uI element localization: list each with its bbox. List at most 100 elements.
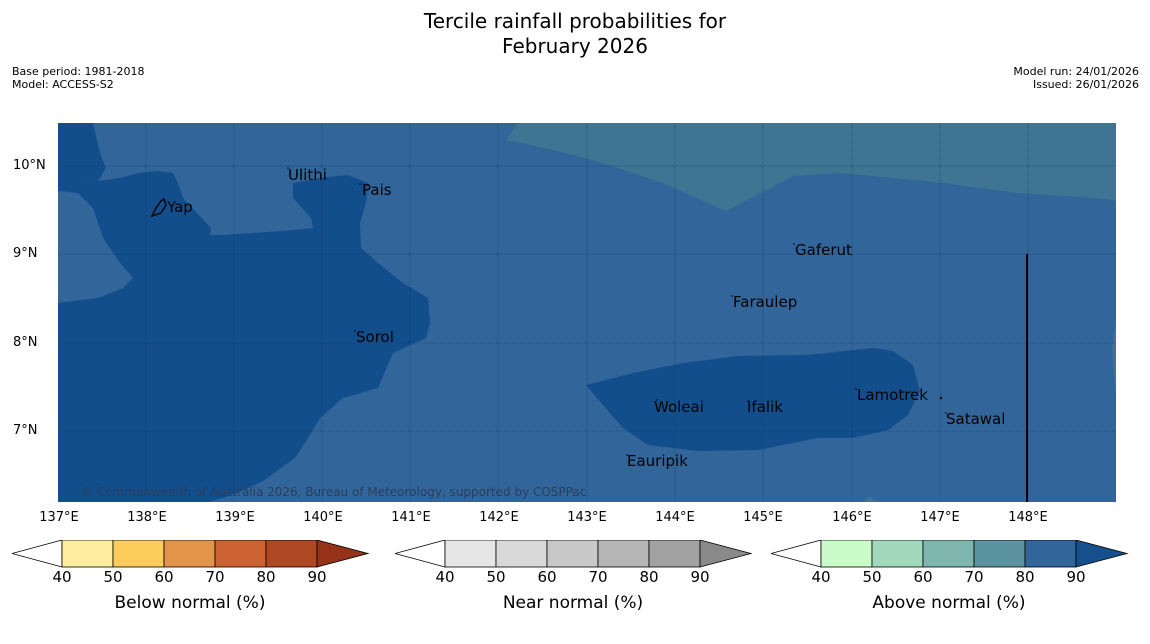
cb-near-70-80 <box>597 539 650 568</box>
chart-title: Tercile rainfall probabilities for Febru… <box>0 9 1150 59</box>
cb-below-title: Below normal (%) <box>114 593 266 613</box>
cb-near-title: Near normal (%) <box>502 593 644 613</box>
place-label-lamotrek: Lamotrek <box>857 386 928 404</box>
colorbar-below-normal <box>10 539 370 572</box>
colorbar-near-svg <box>393 539 753 568</box>
cb-near-tick-80: 80 <box>639 568 659 586</box>
gaferut-dot <box>793 243 795 245</box>
lamotrek-dot <box>855 388 857 390</box>
cb-below-60-70 <box>163 539 216 568</box>
cb-above-60-70 <box>922 539 975 568</box>
cb-above-tick-70: 70 <box>964 568 984 586</box>
yap-island <box>150 197 167 218</box>
cb-below-tick-90: 90 <box>307 568 327 586</box>
cb-below-tick-40: 40 <box>52 568 72 586</box>
cb-near-40-50 <box>444 539 497 568</box>
cb-near-80-90 <box>648 539 701 568</box>
cb-above-tick-80: 80 <box>1015 568 1035 586</box>
cb-below-low-extend <box>10 539 63 568</box>
copyright-notice: © Commonwealth of Australia 2026, Bureau… <box>81 485 587 499</box>
cb-above-tick-40: 40 <box>811 568 831 586</box>
lon-label-138: 138°E <box>127 510 167 525</box>
cb-below-tick-80: 80 <box>256 568 276 586</box>
faraulep-dot <box>731 295 733 297</box>
cb-below-tick-60: 60 <box>154 568 174 586</box>
cb-above-tick-50: 50 <box>862 568 882 586</box>
region-70-80-patch-north <box>788 123 810 128</box>
eauripik-dot <box>626 454 628 456</box>
lat-label-8: 8°N <box>13 335 38 350</box>
cb-near-60-70 <box>546 539 599 568</box>
meta-left: Base period: 1981-2018 Model: ACCESS-S2 <box>12 65 144 91</box>
cb-above-low-extend <box>769 539 822 568</box>
region-70-80-patch-south <box>863 497 878 502</box>
lon-label-139: 139°E <box>215 510 255 525</box>
cb-below-70-80 <box>214 539 267 568</box>
lon-label-140: 140°E <box>303 510 343 525</box>
lon-label-142: 142°E <box>479 510 519 525</box>
region-70-80-east-edge <box>1112 323 1116 393</box>
place-label-gaferut: Gaferut <box>795 241 852 259</box>
meta-right: Model run: 24/01/2026 Issued: 26/01/2026 <box>1013 65 1139 91</box>
woleai-dot <box>656 399 658 401</box>
cb-above-70-80 <box>973 539 1026 568</box>
place-label-satawal: Satawal <box>946 410 1006 428</box>
cb-above-high-extend <box>1075 539 1129 568</box>
cb-near-tick-60: 60 <box>537 568 557 586</box>
satawal-dot <box>945 412 947 414</box>
model-name: Model: ACCESS-S2 <box>12 78 114 91</box>
lat-label-9: 9°N <box>13 246 38 261</box>
place-label-yap: Yap <box>167 198 193 216</box>
place-label-sorol: Sorol <box>356 328 394 346</box>
place-label-faraulep: Faraulep <box>733 293 798 311</box>
cb-above-80-90 <box>1024 539 1077 568</box>
place-label-woleai: Woleai <box>654 398 704 416</box>
small-atoll-dot <box>939 396 943 400</box>
place-label-ifalik: Ifalik <box>747 398 783 416</box>
cb-below-40-50 <box>61 539 114 568</box>
graticule <box>58 123 1116 502</box>
atoll-markers <box>287 167 947 456</box>
cb-below-tick-50: 50 <box>103 568 123 586</box>
cb-above-40-50 <box>820 539 873 568</box>
lon-label-148: 148°E <box>1008 510 1048 525</box>
cb-near-low-extend <box>393 539 446 568</box>
ifalik-dot <box>747 400 749 402</box>
lon-label-143: 143°E <box>567 510 607 525</box>
region-90-southeast <box>586 348 920 451</box>
cb-above-50-60 <box>871 539 924 568</box>
region-70-80-north <box>506 123 1116 211</box>
cb-below-50-60 <box>112 539 165 568</box>
model-run: Model run: 24/01/2026 <box>1013 65 1139 78</box>
cb-near-50-60 <box>495 539 548 568</box>
title-line-1: Tercile rainfall probabilities for <box>423 9 727 33</box>
place-label-eauripik: Eauripik <box>627 452 688 470</box>
sorol-dot <box>354 330 356 332</box>
colorbar-near-normal <box>393 539 753 572</box>
place-label-ulithi: Ulithi <box>288 166 327 184</box>
map-panel[interactable] <box>58 123 1116 502</box>
cb-below-80-90 <box>265 539 318 568</box>
lat-label-10: 10°N <box>13 158 46 173</box>
lat-label-7: 7°N <box>13 423 38 438</box>
cb-above-tick-90: 90 <box>1066 568 1086 586</box>
lon-label-146: 146°E <box>832 510 872 525</box>
map-svg <box>58 123 1116 502</box>
cb-below-tick-70: 70 <box>205 568 225 586</box>
lon-label-144: 144°E <box>655 510 695 525</box>
pais-dot <box>359 183 361 185</box>
issued-date: Issued: 26/01/2026 <box>1032 78 1139 91</box>
lon-label-137: 137°E <box>39 510 79 525</box>
colorbar-above-svg <box>769 539 1129 568</box>
cb-near-tick-40: 40 <box>435 568 455 586</box>
cb-near-tick-70: 70 <box>588 568 608 586</box>
colorbar-below-svg <box>10 539 370 568</box>
cb-above-tick-60: 60 <box>913 568 933 586</box>
region-90-west <box>58 123 106 183</box>
ulithi-dot <box>287 167 289 169</box>
lon-label-145: 145°E <box>743 510 783 525</box>
base-period: Base period: 1981-2018 <box>12 65 145 78</box>
cb-above-title: Above normal (%) <box>872 593 1026 613</box>
title-line-2: February 2026 <box>502 34 648 58</box>
cb-near-tick-50: 50 <box>486 568 506 586</box>
